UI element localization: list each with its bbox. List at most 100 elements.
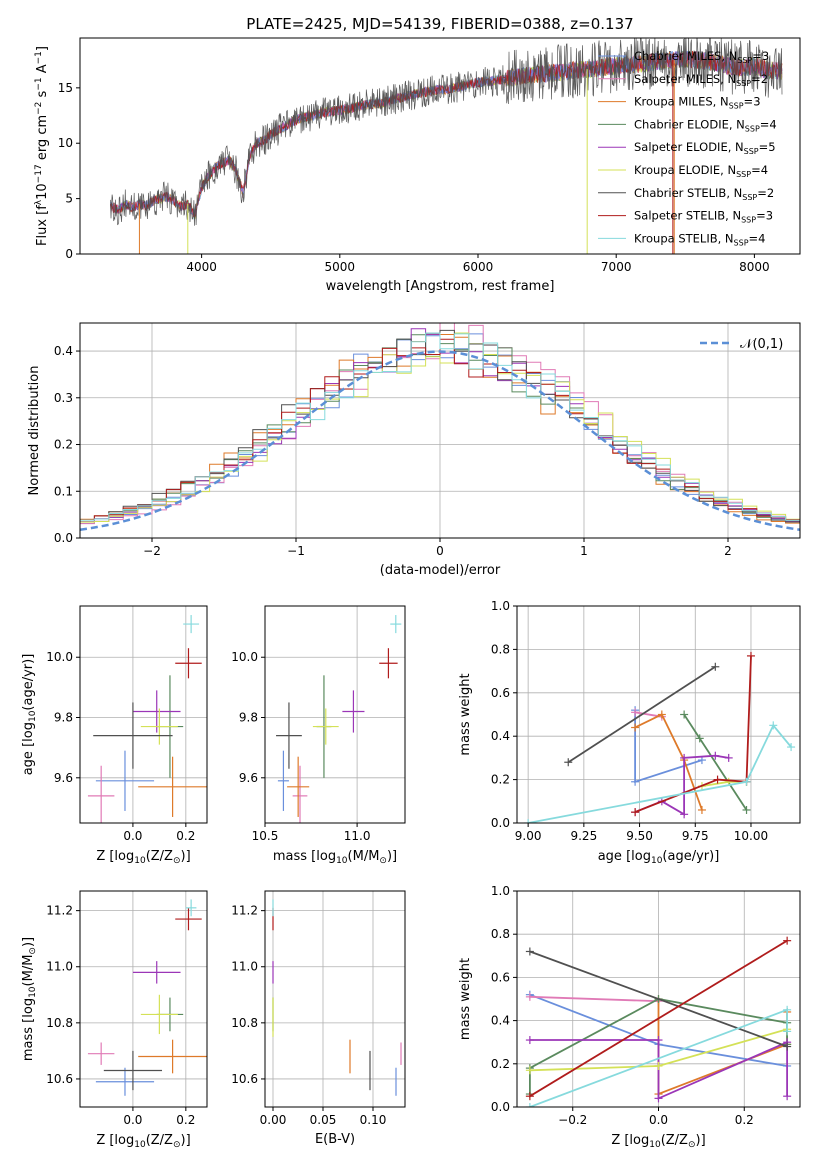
y-tick-label: 0.0 bbox=[54, 531, 73, 545]
x-tick-label: 0.0 bbox=[123, 1113, 142, 1127]
x-tick-label: 9.25 bbox=[570, 829, 597, 843]
x-axis-label-part: 10 bbox=[649, 1140, 661, 1150]
y-tick-label: 0.2 bbox=[491, 773, 510, 787]
x-axis-label-part: Z [log bbox=[96, 849, 134, 864]
legend-entry: Chabrier MILES, NSSP=3 bbox=[634, 49, 769, 65]
x-tick-label: 11.0 bbox=[344, 829, 371, 843]
y-tick-label: 1.0 bbox=[491, 599, 510, 613]
y-tick-label: 0.3 bbox=[54, 391, 73, 405]
x-tick-label: 0.0 bbox=[649, 1113, 668, 1127]
legend-entry-sub: SSP bbox=[734, 238, 749, 247]
legend-entry-nssp: 4 bbox=[769, 117, 776, 131]
x-axis-label-part: (Z/Z bbox=[146, 849, 173, 864]
y-axis-label: age [log10(age/yr)] bbox=[21, 654, 38, 776]
x-axis-label: Z [log10(Z/Z⊙)] bbox=[611, 1133, 705, 1150]
y-tick-label: 1.0 bbox=[491, 884, 510, 898]
x-axis-label: E(B-V) bbox=[315, 1132, 355, 1147]
x-axis-label: mass [log10(M/M⊙)] bbox=[273, 849, 397, 866]
x-tick-label: −2 bbox=[143, 544, 161, 558]
y-tick-label: 10.8 bbox=[46, 1016, 73, 1030]
histogram-kroupa-elodie bbox=[80, 332, 800, 523]
y-tick-label: 10.0 bbox=[46, 650, 73, 664]
y-axis-label-part: (age/yr)] bbox=[21, 654, 36, 711]
y-axis-label-part: ⊙ bbox=[28, 947, 38, 955]
legend-entry-eq: = bbox=[751, 72, 761, 86]
y-tick-label: 0.0 bbox=[491, 1100, 510, 1114]
weight-line-chabrier-stelib bbox=[529, 950, 788, 1048]
y-axis-label-part: age [log bbox=[21, 722, 36, 775]
legend-entry-eq: = bbox=[757, 186, 767, 200]
x-tick-label: 0.05 bbox=[310, 1113, 337, 1127]
y-tick-label: 0.2 bbox=[491, 1057, 510, 1071]
x-axis-label: age [log10(age/yr)] bbox=[598, 849, 720, 866]
y-axis-label-part: )] bbox=[21, 937, 36, 947]
legend-entry-name: Kroupa STELIB bbox=[634, 231, 718, 245]
legend-entry-nssp: 3 bbox=[766, 209, 773, 223]
y-tick-label: 0.8 bbox=[491, 642, 510, 656]
legend-entry-nssp: 4 bbox=[761, 163, 768, 177]
legend-entry-n: , N bbox=[720, 72, 736, 86]
legend-entry: Kroupa STELIB, NSSP=4 bbox=[634, 231, 766, 247]
y-axis-label: Flux [fλ10−17 erg cm−2 s−1 A−1] bbox=[34, 46, 50, 246]
x-axis-label-part: ⊙ bbox=[379, 856, 387, 866]
y-axis-label-part: 10 bbox=[35, 183, 50, 200]
plot-frame bbox=[79, 605, 208, 824]
normal-reference-curve bbox=[80, 350, 800, 532]
x-axis-label-part: )] bbox=[181, 1133, 191, 1148]
x-tick-label: −1 bbox=[287, 544, 305, 558]
legend-entry-n: , N bbox=[725, 209, 741, 223]
y-tick-label: 5 bbox=[65, 192, 73, 206]
x-tick-label: 2 bbox=[724, 544, 732, 558]
legend-entry: Salpeter ELODIE, NSSP=5 bbox=[634, 140, 776, 156]
plot-area bbox=[524, 651, 796, 823]
legend-entry-n: , N bbox=[726, 186, 742, 200]
legend-entry-name: Salpeter MILES bbox=[634, 72, 720, 86]
x-axis-label-part: )] bbox=[696, 1133, 706, 1148]
legend-entry-nssp: 2 bbox=[761, 72, 768, 86]
legend-entry-n: , N bbox=[718, 231, 734, 245]
y-tick-label: 9.8 bbox=[54, 711, 73, 725]
y-axis-label-part: (M/M bbox=[21, 955, 36, 987]
legend-entry-eq: = bbox=[760, 117, 770, 131]
legend-entry-sub: SSP bbox=[742, 193, 757, 202]
legend-entry-name: Kroupa ELODIE bbox=[634, 163, 720, 177]
y-axis-label-part: −1 bbox=[34, 77, 44, 90]
y-axis-label-part: 10 bbox=[28, 710, 38, 722]
plot-area bbox=[87, 615, 207, 823]
legend-entry: 𝒩(0,1) bbox=[740, 337, 783, 352]
y-axis-label-part: ] bbox=[35, 46, 50, 51]
y-axis-label-part: mass [log bbox=[21, 998, 36, 1061]
x-tick-label: 0.2 bbox=[176, 1113, 195, 1127]
plot-frame bbox=[79, 890, 208, 1108]
legend-entry-nssp: 3 bbox=[753, 95, 760, 109]
spectrum-line-chabrier-stelib bbox=[110, 38, 783, 226]
y-axis-label-part: s bbox=[35, 90, 50, 101]
weight-line-salpeter-miles bbox=[529, 995, 659, 1003]
x-axis-label-part: age [log bbox=[598, 849, 651, 864]
legend-entry-nssp: 5 bbox=[768, 140, 775, 154]
y-axis-label-part: −1 bbox=[34, 51, 44, 64]
legend-entry-sub: SSP bbox=[741, 216, 756, 225]
legend-entry-name: Chabrier STELIB bbox=[634, 186, 726, 200]
weight-line-chabrier-stelib bbox=[567, 666, 716, 763]
legend-entry-nssp: 4 bbox=[758, 231, 765, 245]
legend-entry-sub: SSP bbox=[745, 124, 760, 133]
y-tick-label: 9.6 bbox=[54, 771, 73, 785]
y-tick-label: 0.8 bbox=[491, 927, 510, 941]
legend-entry: Salpeter STELIB, NSSP=3 bbox=[634, 209, 773, 225]
y-tick-label: 11.0 bbox=[231, 960, 258, 974]
legend-entry-sub: SSP bbox=[729, 102, 744, 111]
histogram-kroupa-stelib bbox=[80, 332, 800, 521]
legend-entry-n: , N bbox=[713, 95, 729, 109]
legend-entry: Kroupa MILES, NSSP=3 bbox=[634, 95, 761, 111]
y-tick-label: 10.6 bbox=[231, 1072, 258, 1086]
x-tick-label: 10.5 bbox=[252, 829, 279, 843]
y-tick-label: 0.6 bbox=[491, 970, 510, 984]
y-axis-label: mass [log10(M/M⊙)] bbox=[21, 937, 38, 1061]
x-tick-label: 8000 bbox=[739, 260, 770, 274]
x-axis-label-part: ⊙ bbox=[173, 856, 181, 866]
legend-entry-name: Chabrier ELODIE bbox=[634, 117, 729, 131]
figure-title: PLATE=2425, MJD=54139, FIBERID=0388, z=0… bbox=[246, 15, 633, 33]
